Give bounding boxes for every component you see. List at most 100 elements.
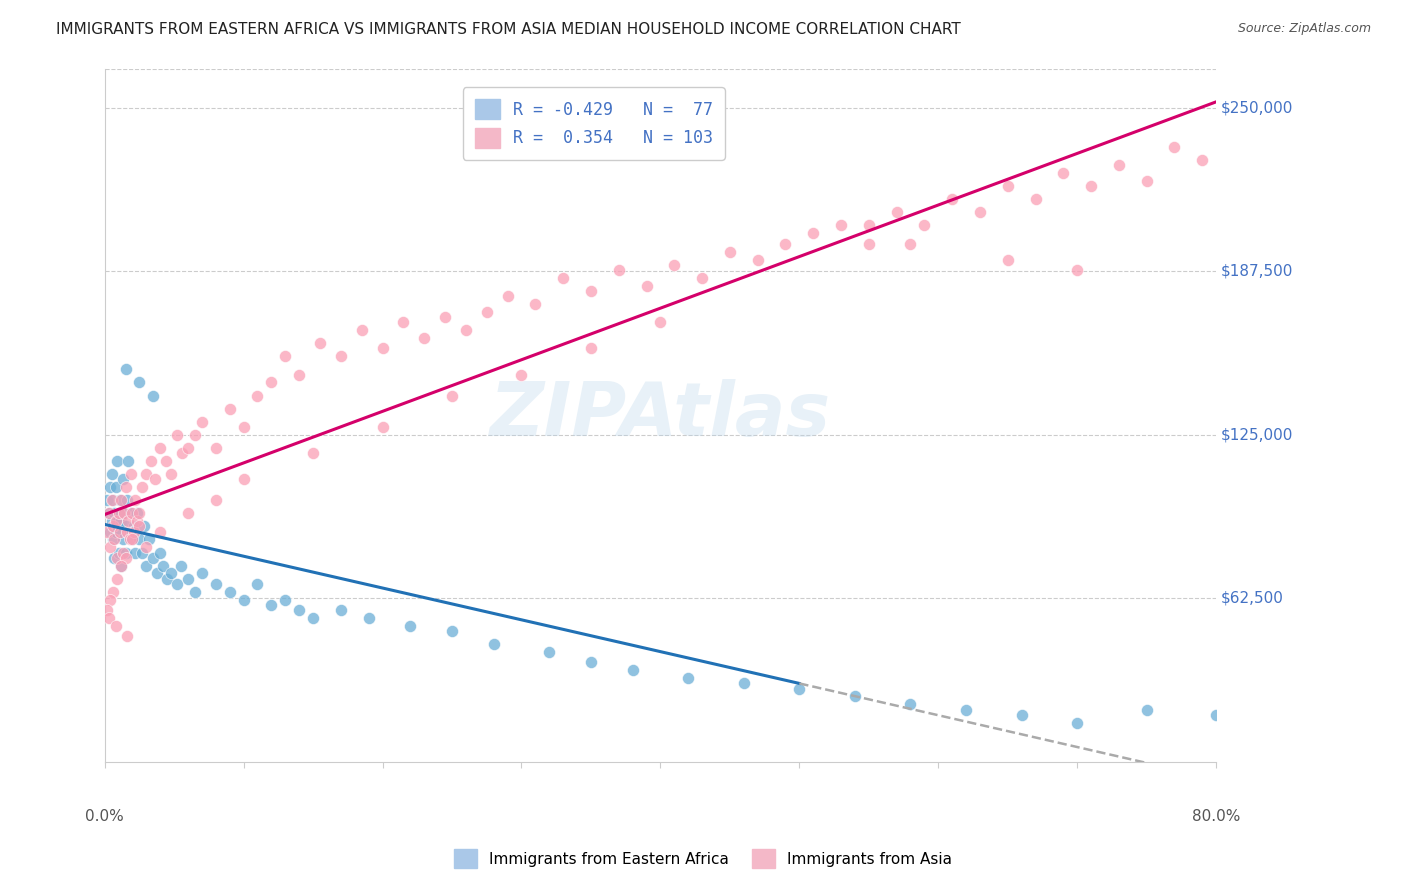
- Point: [149, 524, 172, 539]
- Point: [114, 362, 136, 376]
- Point: [177, 506, 200, 520]
- Point: [101, 493, 124, 508]
- Point: [149, 545, 172, 559]
- Point: [100, 514, 122, 528]
- Point: [690, 270, 713, 285]
- Point: [105, 514, 128, 528]
- Point: [166, 427, 188, 442]
- Point: [718, 244, 741, 259]
- Point: [218, 401, 240, 416]
- Point: [172, 446, 194, 460]
- Point: [288, 603, 311, 617]
- Point: [138, 533, 160, 547]
- Point: [246, 577, 269, 591]
- Point: [114, 550, 136, 565]
- Point: [912, 219, 935, 233]
- Point: [104, 619, 127, 633]
- Point: [143, 472, 166, 486]
- Point: [114, 519, 136, 533]
- Point: [170, 558, 193, 573]
- Point: [607, 263, 630, 277]
- Point: [135, 541, 157, 555]
- Point: [858, 219, 880, 233]
- Point: [135, 467, 157, 481]
- Point: [510, 368, 533, 382]
- Point: [108, 524, 131, 539]
- Point: [142, 388, 165, 402]
- Point: [131, 545, 153, 559]
- Point: [830, 219, 852, 233]
- Point: [475, 305, 498, 319]
- Legend: R = -0.429   N =  77, R =  0.354   N = 103: R = -0.429 N = 77, R = 0.354 N = 103: [463, 87, 724, 160]
- Point: [302, 446, 325, 460]
- Point: [309, 336, 332, 351]
- Point: [114, 480, 136, 494]
- Point: [98, 524, 121, 539]
- Point: [204, 493, 226, 508]
- Point: [110, 558, 132, 573]
- Point: [103, 506, 125, 520]
- Point: [111, 545, 134, 559]
- Point: [128, 506, 150, 520]
- Point: [103, 550, 125, 565]
- Point: [117, 514, 139, 528]
- Point: [107, 506, 129, 520]
- Point: [997, 179, 1019, 194]
- Point: [1136, 174, 1159, 188]
- Point: [274, 592, 297, 607]
- Point: [969, 205, 991, 219]
- Point: [538, 645, 561, 659]
- Point: [98, 541, 121, 555]
- Point: [120, 467, 142, 481]
- Point: [191, 566, 214, 581]
- Point: [232, 592, 254, 607]
- Point: [110, 514, 132, 528]
- Point: [371, 420, 394, 434]
- Text: $250,000: $250,000: [1220, 100, 1292, 115]
- Point: [955, 702, 977, 716]
- Point: [1024, 192, 1046, 206]
- Point: [650, 315, 672, 329]
- Point: [496, 289, 519, 303]
- Point: [579, 342, 602, 356]
- Point: [553, 270, 575, 285]
- Point: [112, 506, 135, 520]
- Text: $62,500: $62,500: [1220, 591, 1284, 606]
- Point: [676, 671, 699, 685]
- Point: [101, 533, 124, 547]
- Point: [104, 480, 127, 494]
- Point: [260, 598, 283, 612]
- Point: [191, 415, 214, 429]
- Point: [579, 656, 602, 670]
- Point: [747, 252, 769, 267]
- Point: [900, 236, 922, 251]
- Point: [434, 310, 457, 324]
- Point: [96, 603, 118, 617]
- Point: [97, 506, 120, 520]
- Point: [160, 467, 183, 481]
- Point: [184, 427, 207, 442]
- Point: [104, 514, 127, 528]
- Point: [98, 592, 121, 607]
- Point: [122, 524, 145, 539]
- Point: [118, 524, 141, 539]
- Point: [155, 454, 177, 468]
- Point: [108, 524, 131, 539]
- Point: [115, 493, 138, 508]
- Point: [232, 420, 254, 434]
- Point: [440, 388, 463, 402]
- Point: [142, 550, 165, 565]
- Point: [329, 603, 352, 617]
- Point: [125, 514, 148, 528]
- Point: [122, 519, 145, 533]
- Point: [1066, 715, 1088, 730]
- Point: [112, 506, 135, 520]
- Point: [1011, 707, 1033, 722]
- Point: [132, 519, 155, 533]
- Point: [204, 577, 226, 591]
- Point: [1136, 702, 1159, 716]
- Point: [156, 572, 179, 586]
- Point: [114, 545, 136, 559]
- Point: [97, 506, 120, 520]
- Point: [103, 533, 125, 547]
